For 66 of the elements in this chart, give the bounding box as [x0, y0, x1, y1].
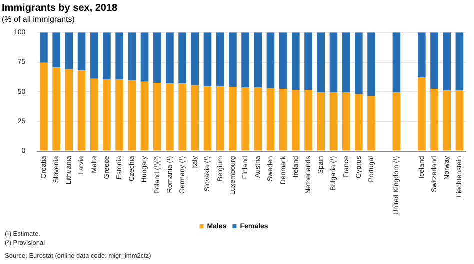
bar: [254, 88, 262, 151]
bar: [204, 32, 212, 87]
bar: [140, 32, 149, 82]
bar: [128, 80, 136, 151]
bar: [443, 32, 452, 91]
bar: [279, 32, 288, 89]
bar: [178, 32, 186, 84]
bar: [65, 69, 74, 151]
bar: [317, 32, 326, 93]
bar: [52, 68, 60, 151]
bar: [368, 32, 376, 96]
chart-subtitle: (% of all immigrants): [2, 15, 76, 24]
bar: [78, 70, 86, 151]
bar: [266, 32, 275, 88]
bar: [166, 32, 174, 84]
bar: [330, 92, 338, 151]
bar: [304, 90, 312, 151]
bar: [116, 79, 124, 151]
bar: [153, 32, 162, 84]
bar: [242, 32, 250, 88]
bar: [204, 86, 212, 151]
bar: [266, 88, 275, 151]
bar: [430, 32, 438, 89]
bar: [153, 83, 162, 151]
bar: [418, 32, 426, 78]
bar: [430, 88, 438, 151]
bar: [216, 86, 224, 151]
bar: [90, 32, 98, 79]
bar: [254, 32, 262, 88]
bar: [216, 32, 224, 87]
bar: [292, 90, 300, 151]
chart-title: Immigrants by sex, 2018: [2, 2, 118, 14]
bar: [116, 32, 124, 80]
bar: [128, 32, 136, 81]
bar: [304, 32, 312, 90]
bar: [191, 85, 200, 151]
bar: [229, 87, 237, 151]
bar: [140, 82, 149, 151]
bar: [330, 32, 338, 93]
bar: [443, 90, 452, 151]
bar: [418, 78, 426, 151]
bar: [392, 32, 401, 93]
bar: [52, 32, 60, 68]
bar: [166, 84, 174, 151]
bar: [242, 88, 250, 151]
bar: [90, 78, 98, 151]
bar: [392, 92, 401, 151]
bar: [292, 32, 300, 90]
bar: [355, 94, 363, 151]
bar: [317, 92, 326, 151]
bar: [103, 32, 111, 80]
bar: [178, 84, 186, 151]
bar: [368, 96, 376, 151]
bar: [456, 32, 464, 91]
bar: [103, 79, 111, 151]
bar: [355, 32, 363, 94]
bar: [342, 32, 350, 93]
bar: [78, 32, 86, 71]
bar: [191, 32, 200, 86]
bar: [342, 92, 350, 151]
bar: [456, 90, 464, 151]
bar: [40, 32, 48, 63]
bar: [279, 88, 288, 151]
bar: [65, 32, 74, 70]
bar: [229, 32, 237, 88]
bar: [40, 62, 48, 151]
